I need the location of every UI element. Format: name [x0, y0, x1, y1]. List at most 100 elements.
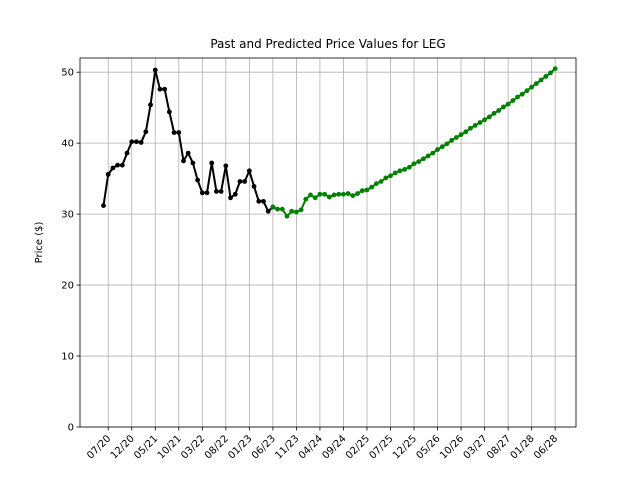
predicted-data-point	[468, 125, 473, 131]
past-data-point	[204, 190, 210, 196]
predicted-data-point	[303, 196, 309, 202]
x-tick-label: 08/22	[203, 433, 231, 461]
y-tick-label: 10	[61, 352, 74, 363]
predicted-data-point	[279, 206, 285, 212]
x-tick-label: 05/26	[415, 433, 443, 461]
past-data-point	[190, 160, 196, 166]
predicted-data-point	[449, 137, 455, 143]
predicted-data-point	[364, 187, 370, 193]
past-data-point	[176, 130, 182, 135]
y-tick-label: 0	[68, 423, 74, 434]
predicted-data-point	[533, 81, 539, 86]
past-series-line	[102, 69, 274, 213]
predicted-data-point	[524, 88, 530, 94]
predicted-data-point	[345, 191, 351, 196]
predicted-data-point	[317, 191, 323, 197]
x-tick-label: 05/21	[132, 433, 160, 461]
x-tick-label: 06/28	[532, 433, 560, 461]
y-tick-label: 40	[61, 139, 74, 150]
past-data-point	[265, 208, 271, 214]
past-data-point	[185, 150, 191, 156]
predicted-data-point	[421, 156, 426, 162]
x-tick-label: 07/20	[85, 433, 113, 461]
series-layer	[101, 66, 558, 219]
past-data-point	[105, 171, 111, 177]
x-tick-label: 08/27	[485, 433, 513, 461]
predicted-data-point	[519, 91, 525, 97]
predicted-data-point	[350, 193, 356, 199]
x-axis-ticks: 07/2012/2005/2110/2103/2208/2201/2306/23…	[85, 427, 560, 462]
past-data-point	[148, 102, 153, 108]
past-data-point	[237, 179, 243, 184]
past-data-point	[251, 184, 257, 189]
x-tick-label: 02/25	[344, 433, 372, 461]
predicted-data-point	[548, 70, 553, 76]
predicted-data-point	[529, 84, 535, 90]
predicted-data-point	[435, 147, 440, 152]
predicted-data-point	[289, 208, 295, 214]
predicted-data-point	[312, 195, 318, 201]
predicted-data-point	[430, 150, 436, 156]
plot-frame	[79, 57, 577, 428]
predicted-data-point	[298, 207, 304, 213]
predicted-data-point	[453, 135, 459, 140]
x-tick-label: 10/21	[156, 433, 184, 461]
predicted-data-point	[515, 94, 520, 100]
past-data-point	[181, 158, 186, 164]
past-data-point	[162, 86, 168, 92]
predicted-data-point	[355, 191, 360, 196]
predicted-data-point	[552, 66, 558, 72]
predicted-data-point	[322, 191, 328, 197]
past-data-point	[209, 160, 215, 166]
chart-title: Past and Predicted Price Values for LEG	[210, 37, 445, 51]
past-data-point	[228, 195, 233, 201]
predicted-data-point	[477, 120, 483, 125]
past-data-point	[115, 162, 121, 168]
past-data-point	[246, 168, 252, 174]
x-tick-label: 11/23	[273, 433, 301, 461]
predicted-data-point	[486, 114, 492, 120]
x-tick-label: 06/23	[250, 433, 278, 461]
predicted-data-point	[270, 204, 276, 210]
predicted-data-point	[275, 206, 280, 212]
past-data-point	[101, 203, 106, 209]
predicted-data-point	[373, 181, 379, 187]
predicted-data-point	[341, 191, 346, 197]
y-axis-label: Price ($)	[34, 222, 45, 264]
past-data-point	[152, 67, 158, 73]
y-tick-label: 30	[61, 210, 74, 221]
past-data-point	[124, 150, 130, 156]
predicted-data-point	[425, 153, 431, 159]
past-data-point	[223, 163, 229, 169]
past-data-point	[138, 140, 144, 145]
past-data-point	[199, 190, 205, 196]
predicted-data-point	[458, 132, 464, 138]
y-tick-label: 20	[61, 281, 74, 292]
predicted-data-point	[444, 141, 450, 147]
predicted-data-point	[411, 161, 417, 167]
past-data-point	[171, 130, 177, 135]
predicted-data-point	[294, 209, 299, 215]
predicted-data-point	[538, 77, 544, 83]
predicted-data-point	[392, 170, 398, 176]
x-tick-label: 04/24	[297, 433, 325, 461]
x-tick-label: 01/28	[509, 433, 537, 461]
predicted-data-point	[482, 117, 488, 123]
past-data-point	[166, 109, 172, 115]
predicted-data-point	[388, 173, 393, 179]
predicted-data-point	[416, 159, 422, 165]
predicted-data-point	[284, 213, 290, 219]
x-tick-label: 07/25	[367, 433, 395, 461]
past-data-point	[110, 165, 116, 171]
predicted-data-point	[402, 167, 408, 172]
y-axis-ticks: 0 10 20 30 40 50	[61, 68, 80, 434]
past-data-point	[218, 189, 224, 194]
predicted-data-point	[463, 129, 469, 135]
predicted-data-point	[369, 184, 375, 190]
past-data-point	[256, 198, 262, 204]
predicted-data-point	[491, 110, 497, 116]
past-data-point	[119, 162, 125, 168]
predicted-data-point	[383, 175, 389, 181]
predicted-data-point	[439, 144, 445, 150]
